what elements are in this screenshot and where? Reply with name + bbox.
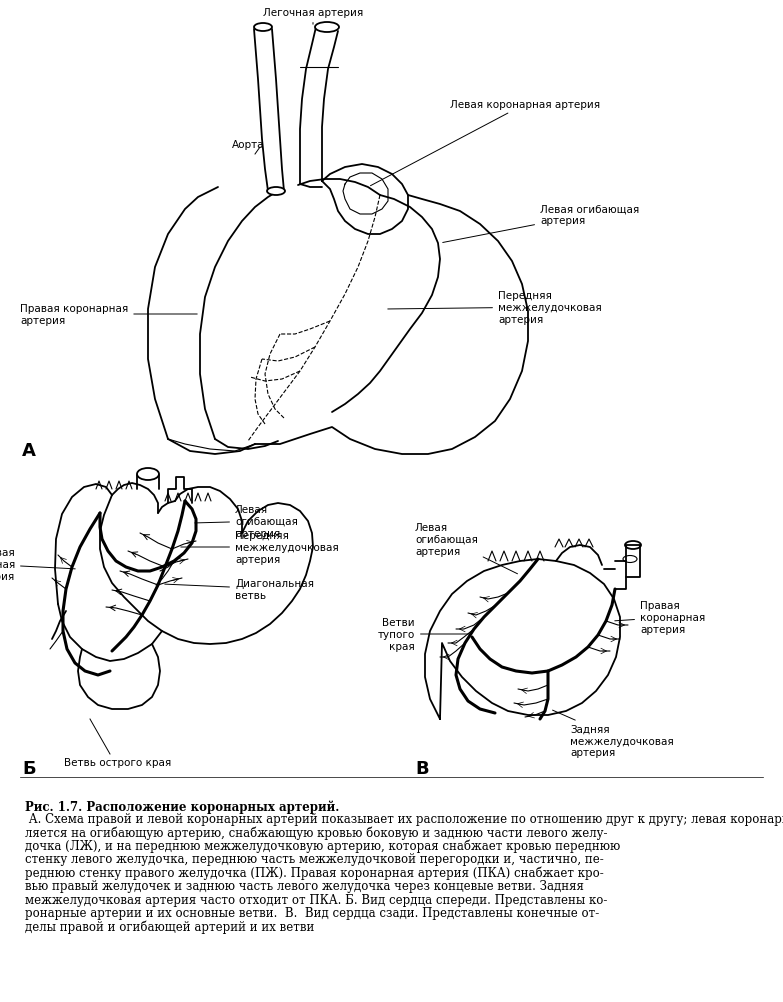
Ellipse shape xyxy=(625,541,641,549)
Text: делы правой и огибающей артерий и их ветви: делы правой и огибающей артерий и их вет… xyxy=(25,920,315,934)
Text: Правая коронарная
артерия: Правая коронарная артерия xyxy=(20,304,197,326)
Ellipse shape xyxy=(254,24,272,32)
Text: дочка (ЛЖ), и на переднюю межжелудочковую артерию, которая снабжает кровью перед: дочка (ЛЖ), и на переднюю межжелудочкову… xyxy=(25,839,620,853)
Text: Передняя
межжелудочковая
артерия: Передняя межжелудочковая артерия xyxy=(181,531,339,564)
Text: В: В xyxy=(415,760,428,778)
Text: Левая
огибающая
артерия: Левая огибающая артерия xyxy=(415,523,518,574)
Text: ляется на огибающую артерию, снабжающую кровью боковую и заднюю части левого жел: ляется на огибающую артерию, снабжающую … xyxy=(25,826,608,839)
Text: Ветви
тупого
края: Ветви тупого края xyxy=(377,618,471,651)
Text: ронарные артерии и их основные ветви.  В.  Вид сердца сзади. Представлены конечн: ронарные артерии и их основные ветви. В.… xyxy=(25,907,599,920)
Text: реднюю стенку правого желудочка (ПЖ). Правая коронарная артерия (ПКА) снабжает к: реднюю стенку правого желудочка (ПЖ). Пр… xyxy=(25,866,604,880)
Ellipse shape xyxy=(267,187,285,195)
Text: Задняя
межжелудочковая
артерия: Задняя межжелудочковая артерия xyxy=(553,710,673,758)
Text: Рис. 1.7. Расположение коронарных артерий.: Рис. 1.7. Расположение коронарных артери… xyxy=(25,800,339,813)
Text: Левая огибающая
артерия: Левая огибающая артерия xyxy=(442,204,639,243)
Text: А: А xyxy=(22,442,36,460)
Text: стенку левого желудочка, переднюю часть межжелудочковой перегородки и, частично,: стенку левого желудочка, переднюю часть … xyxy=(25,853,604,866)
Text: Правая
коронарная
артерия: Правая коронарная артерия xyxy=(0,548,75,581)
Text: межжелудочковая артерия часто отходит от ПКА. Б. Вид сердца спереди. Представлен: межжелудочковая артерия часто отходит от… xyxy=(25,893,608,906)
Text: Б: Б xyxy=(22,760,35,778)
Text: вью правый желудочек и заднюю часть левого желудочка через концевые ветви. Задня: вью правый желудочек и заднюю часть лево… xyxy=(25,880,584,893)
Ellipse shape xyxy=(137,469,159,481)
Ellipse shape xyxy=(315,23,339,33)
Text: А. Схема правой и левой коронарных артерий показывает их расположение по отношен: А. Схема правой и левой коронарных артер… xyxy=(25,813,783,826)
Text: Левая
огибающая
артерия: Левая огибающая артерия xyxy=(195,505,298,538)
Text: Ветвь острого края: Ветвь острого края xyxy=(64,758,171,768)
Text: Передняя
межжелудочковая
артерия: Передняя межжелудочковая артерия xyxy=(388,292,602,325)
Text: Легочная артерия: Легочная артерия xyxy=(263,8,363,25)
Text: Аорта: Аорта xyxy=(232,140,265,150)
Text: Диагональная
ветвь: Диагональная ветвь xyxy=(164,578,314,600)
Text: Правая
коронарная
артерия: Правая коронарная артерия xyxy=(615,601,705,634)
Ellipse shape xyxy=(623,556,637,563)
Text: Левая коронарная артерия: Левая коронарная артерия xyxy=(370,100,600,186)
